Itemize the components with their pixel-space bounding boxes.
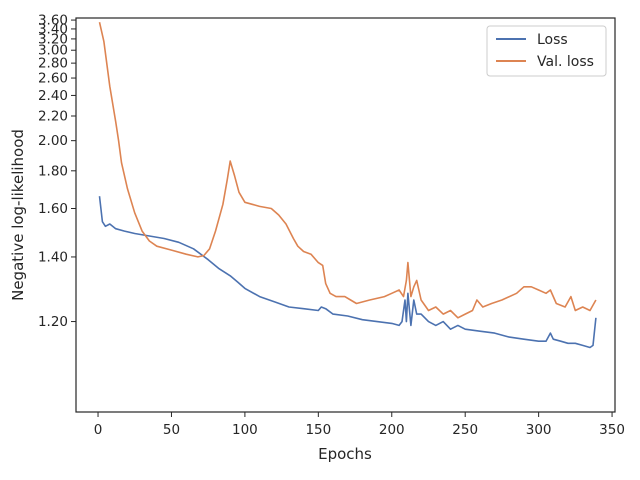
x-tick-label: 300 (526, 422, 552, 438)
y-tick-label: 3.40 (38, 21, 68, 37)
y-tick-label: 3.20 (38, 31, 68, 47)
x-tick-label: 250 (452, 422, 478, 438)
x-tick-label: 150 (305, 422, 331, 438)
series-line-val-loss (98, 22, 597, 319)
y-axis-title: Negative log-likelihood (9, 129, 27, 301)
plot-lines (98, 22, 597, 349)
series-line-loss (98, 196, 597, 349)
x-tick-label: 350 (599, 422, 625, 438)
y-tick-label: 1.80 (38, 163, 68, 179)
y-tick-label: 1.40 (38, 249, 68, 265)
y-tick-label: 2.80 (38, 56, 68, 72)
y-tick-label: 1.60 (38, 201, 68, 217)
x-tick-label: 50 (163, 422, 180, 438)
legend-label-loss: Loss (537, 32, 568, 48)
y-tick-label: 1.20 (38, 314, 68, 330)
legend-label-val-loss: Val. loss (537, 54, 594, 70)
x-tick-label: 100 (232, 422, 258, 438)
x-axis-title: Epochs (318, 445, 372, 463)
plot-frame (75, 17, 616, 413)
x-tick-label: 0 (94, 422, 103, 438)
x-tick-label: 200 (379, 422, 405, 438)
legend: Loss Val. loss (486, 25, 607, 77)
y-tick-label: 2.60 (38, 71, 68, 87)
y-tick-label: 2.00 (38, 133, 68, 149)
y-axis: 1.20 1.40 1.60 1.80 2.00 2.20 2.402.602.803.00… (38, 13, 76, 330)
y-tick-label: 3.60 (38, 13, 68, 29)
y-tick-label: 3.00 (38, 43, 68, 59)
y-tick-label: 2.20 (38, 108, 68, 124)
x-axis: 0 50 100 150 200 250 300 350 (94, 412, 625, 438)
y-tick-label: 2.40 (38, 88, 68, 104)
